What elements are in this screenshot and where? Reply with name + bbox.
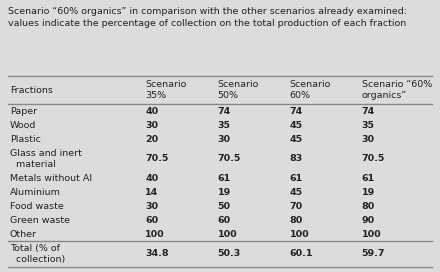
Text: Total (% of
  collection): Total (% of collection)	[10, 244, 65, 264]
Text: 30: 30	[145, 202, 158, 211]
Text: 100: 100	[362, 230, 381, 239]
Text: Scenario “60%
organics”: Scenario “60% organics”	[362, 80, 432, 100]
Text: 70.5: 70.5	[362, 154, 385, 163]
Text: Other: Other	[10, 230, 37, 239]
Text: Glass and inert
  material: Glass and inert material	[10, 149, 81, 169]
Text: 61: 61	[362, 174, 375, 183]
Text: 70.5: 70.5	[217, 154, 241, 163]
Text: 70.5: 70.5	[145, 154, 169, 163]
Text: Scenario
60%: Scenario 60%	[290, 80, 331, 100]
Text: 45: 45	[290, 121, 303, 130]
Text: Green waste: Green waste	[10, 216, 70, 225]
Text: 19: 19	[362, 188, 375, 197]
Text: 74: 74	[290, 107, 303, 116]
Text: 45: 45	[290, 188, 303, 197]
Text: Paper: Paper	[10, 107, 37, 116]
Text: 19: 19	[217, 188, 231, 197]
Text: 80: 80	[362, 202, 375, 211]
Text: 50.3: 50.3	[217, 249, 241, 258]
Text: Fractions: Fractions	[10, 86, 52, 95]
Text: 100: 100	[217, 230, 237, 239]
Text: 20: 20	[145, 135, 158, 144]
Text: 83: 83	[290, 154, 303, 163]
Text: 35: 35	[217, 121, 231, 130]
Text: Aluminium: Aluminium	[10, 188, 61, 197]
Text: 30: 30	[362, 135, 375, 144]
Text: 61: 61	[290, 174, 303, 183]
Text: 100: 100	[145, 230, 165, 239]
Text: 34.8: 34.8	[145, 249, 169, 258]
Text: 61: 61	[217, 174, 231, 183]
Text: 40: 40	[145, 107, 158, 116]
Text: 59.7: 59.7	[362, 249, 385, 258]
Text: 14: 14	[145, 188, 159, 197]
Text: 74: 74	[217, 107, 231, 116]
Text: 70: 70	[290, 202, 303, 211]
Text: 40: 40	[145, 174, 158, 183]
Text: 50: 50	[217, 202, 231, 211]
Text: Scenario
35%: Scenario 35%	[145, 80, 187, 100]
Text: Metals without Al: Metals without Al	[10, 174, 92, 183]
Text: 80: 80	[290, 216, 303, 225]
Text: Scenario
50%: Scenario 50%	[217, 80, 259, 100]
Text: 35: 35	[362, 121, 375, 130]
Text: 100: 100	[290, 230, 309, 239]
Text: Plastic: Plastic	[10, 135, 40, 144]
Text: 30: 30	[145, 121, 158, 130]
Text: Scenario “60% organics” in comparison with the other scenarios already examined:: Scenario “60% organics” in comparison wi…	[8, 7, 407, 27]
Text: 30: 30	[217, 135, 231, 144]
Text: Food waste: Food waste	[10, 202, 63, 211]
Text: 60.1: 60.1	[290, 249, 313, 258]
Text: 90: 90	[362, 216, 375, 225]
Text: 74: 74	[362, 107, 375, 116]
Text: 60: 60	[217, 216, 231, 225]
Text: Wood: Wood	[10, 121, 36, 130]
Text: 60: 60	[145, 216, 158, 225]
Text: 45: 45	[290, 135, 303, 144]
